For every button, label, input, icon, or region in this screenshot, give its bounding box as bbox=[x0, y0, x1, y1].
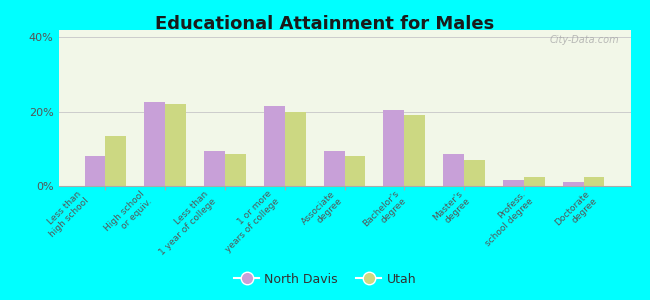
Legend: North Davis, Utah: North Davis, Utah bbox=[229, 268, 421, 291]
Bar bbox=[285, 112, 306, 186]
Bar bbox=[443, 154, 464, 186]
Bar bbox=[503, 180, 524, 186]
Text: Educational Attainment for Males: Educational Attainment for Males bbox=[155, 15, 495, 33]
Bar bbox=[225, 154, 246, 186]
Text: Master's
degree: Master's degree bbox=[431, 189, 472, 230]
Text: Associate
degree: Associate degree bbox=[300, 189, 344, 233]
Bar bbox=[404, 116, 425, 186]
Bar bbox=[344, 156, 365, 186]
Text: Less than
high school: Less than high school bbox=[40, 189, 90, 239]
Bar bbox=[264, 106, 285, 186]
Text: Profess.
school degree: Profess. school degree bbox=[476, 189, 535, 248]
Text: High school
or equiv.: High school or equiv. bbox=[103, 189, 154, 240]
Bar bbox=[563, 182, 584, 186]
Bar bbox=[524, 177, 545, 186]
Text: Bachelor's
degree: Bachelor's degree bbox=[361, 189, 408, 236]
Text: Less than
1 year of college: Less than 1 year of college bbox=[150, 189, 217, 256]
Text: Doctorate
degree: Doctorate degree bbox=[553, 189, 599, 235]
Text: 1 or more
years of college: 1 or more years of college bbox=[216, 189, 281, 254]
Bar bbox=[84, 156, 105, 186]
Bar bbox=[144, 102, 165, 186]
Bar bbox=[584, 177, 605, 186]
Bar bbox=[204, 151, 225, 186]
Bar bbox=[324, 151, 344, 186]
Bar bbox=[384, 110, 404, 186]
Text: City-Data.com: City-Data.com bbox=[549, 35, 619, 45]
Bar bbox=[105, 136, 126, 186]
Bar bbox=[464, 160, 485, 186]
Bar bbox=[165, 104, 186, 186]
